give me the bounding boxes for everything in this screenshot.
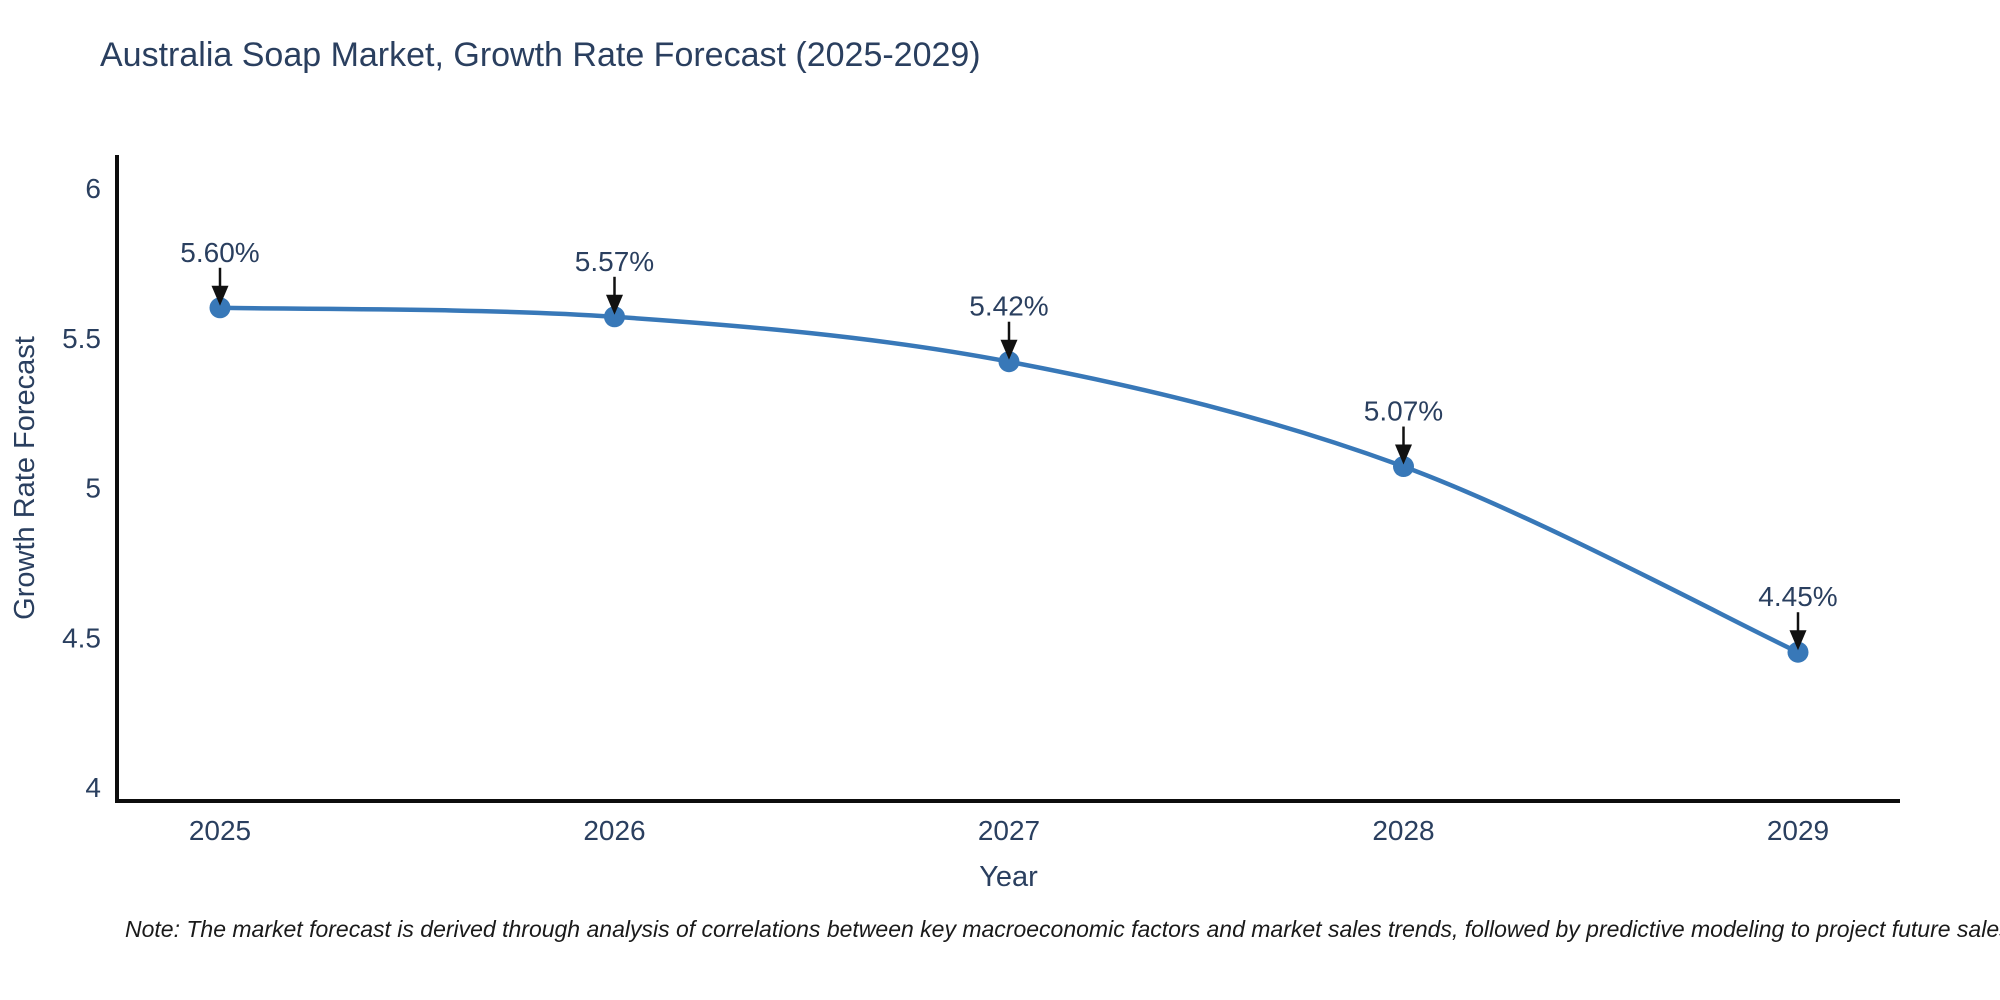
y-tick-label: 6 [85,173,101,204]
x-tick-label: 2029 [1767,815,1829,846]
x-tick-label: 2028 [1372,815,1434,846]
data-point-marker[interactable] [1787,641,1809,663]
footnote: Note: The market forecast is derived thr… [125,916,2000,942]
x-tick-label: 2027 [978,815,1040,846]
annotation-arrowhead-icon [1000,339,1018,360]
axis-frame-line [115,155,1900,803]
y-tick-label: 4.5 [62,622,101,653]
x-axis-title: Year [979,861,1038,893]
y-tick-label: 5.5 [62,323,101,354]
data-point-marker[interactable] [998,351,1020,373]
data-point-marker[interactable] [604,306,625,328]
annotation-arrowhead-icon [1395,444,1412,465]
annotation-label: 5.07% [1364,396,1443,427]
chart-title: Australia Soap Market, Growth Rate Forec… [100,36,981,74]
y-axis-title: Growth Rate Forecast [9,336,41,620]
annotation-label: 5.57% [575,246,654,277]
annotation-arrowhead-icon [211,285,229,306]
x-tick-label: 2026 [583,815,645,846]
y-tick-label: 5 [85,473,101,504]
annotation-arrowhead-icon [606,294,623,315]
annotation-arrowhead-icon [1789,630,1807,651]
data-point-marker[interactable] [209,297,231,319]
annotation-label: 4.45% [1758,581,1837,612]
annotation-label: 5.42% [969,291,1048,322]
x-tick-label: 2025 [189,815,251,846]
y-tick-label: 4 [85,772,101,803]
data-point-marker[interactable] [1393,456,1414,478]
annotation-label: 5.60% [180,237,259,268]
